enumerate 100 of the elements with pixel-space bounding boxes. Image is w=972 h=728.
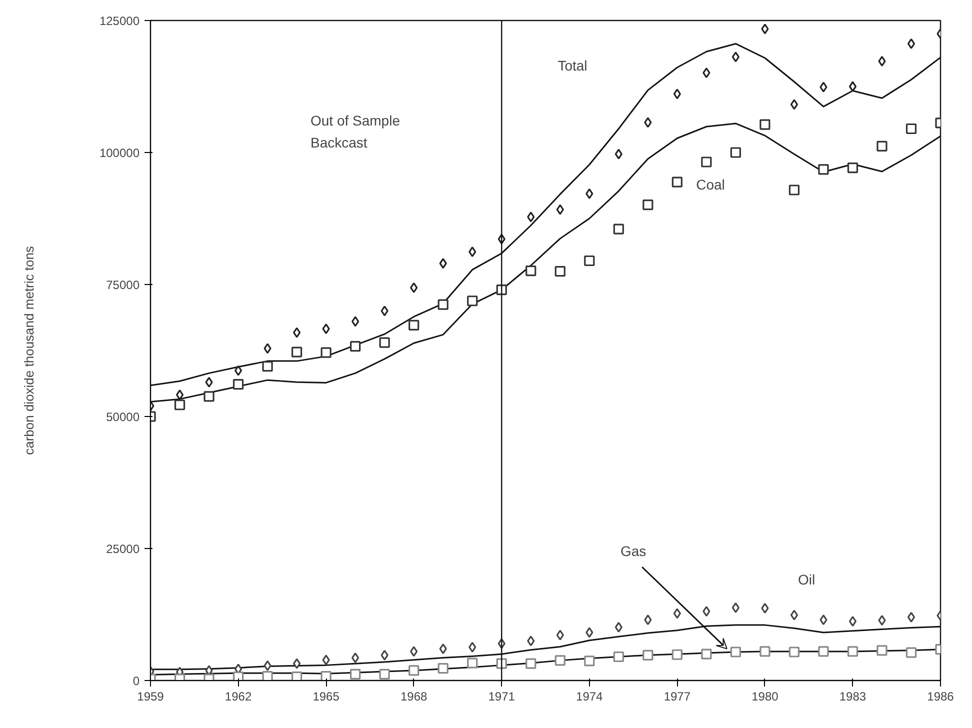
point	[788, 184, 800, 196]
point	[527, 212, 535, 222]
point	[701, 156, 712, 168]
point	[818, 646, 829, 657]
point	[205, 376, 213, 388]
point	[642, 650, 654, 660]
point	[584, 656, 595, 666]
point	[701, 648, 712, 660]
point	[790, 610, 798, 620]
point	[644, 117, 652, 128]
point	[262, 670, 273, 680]
x-tick-label: 1968	[400, 690, 428, 704]
point	[818, 164, 829, 175]
point	[788, 646, 800, 658]
x-tick-label: 1962	[224, 690, 252, 704]
annotation: Gas	[620, 543, 646, 560]
point	[232, 378, 244, 390]
point	[876, 140, 888, 152]
point	[761, 602, 769, 614]
point	[439, 258, 447, 269]
annotation: Total	[558, 58, 588, 74]
point	[760, 119, 770, 130]
point	[320, 347, 332, 358]
point	[174, 400, 186, 410]
point	[291, 672, 302, 680]
point	[672, 649, 682, 660]
point	[614, 148, 622, 160]
x-tick-label: 1971	[488, 690, 516, 704]
point	[410, 282, 418, 293]
y-axis-title: carbon dioxide thousand metric tons	[21, 246, 36, 455]
point	[730, 147, 741, 158]
point	[613, 224, 624, 234]
point	[673, 608, 681, 619]
x-tick-label: 1959	[137, 690, 164, 704]
point	[262, 361, 273, 372]
point	[732, 52, 740, 62]
annotation: Out of Sample Backcast	[310, 112, 400, 150]
point	[380, 306, 388, 316]
point	[642, 199, 654, 210]
point	[673, 88, 681, 100]
point	[907, 612, 916, 622]
point	[232, 672, 244, 680]
point	[467, 296, 478, 306]
point	[730, 646, 741, 658]
point	[379, 337, 390, 348]
point	[876, 645, 888, 656]
point	[408, 665, 420, 676]
point	[438, 299, 448, 310]
point	[554, 655, 566, 666]
point	[176, 390, 184, 400]
point	[584, 255, 595, 266]
point	[467, 658, 478, 668]
point	[322, 324, 330, 334]
point	[847, 162, 858, 174]
point	[554, 266, 566, 277]
point	[790, 99, 798, 110]
point	[526, 658, 536, 669]
x-tick-label: 1974	[576, 690, 604, 704]
point	[820, 82, 828, 92]
y-tick-label: 50000	[106, 410, 140, 424]
point	[526, 265, 536, 276]
point	[672, 176, 682, 188]
point	[586, 627, 594, 638]
point	[352, 316, 360, 327]
x-tick-label: 1986	[927, 690, 954, 704]
y-tick-label: 0	[132, 674, 140, 688]
point	[292, 327, 301, 338]
point	[350, 340, 361, 352]
y-tick-label: 125000	[99, 14, 140, 28]
x-tick-label: 1983	[839, 690, 866, 704]
point	[702, 606, 710, 617]
point	[438, 663, 448, 674]
point	[906, 123, 917, 134]
point	[320, 670, 332, 680]
point	[556, 204, 564, 215]
point	[614, 622, 622, 632]
point	[527, 636, 535, 646]
point	[204, 391, 214, 402]
point	[761, 24, 769, 34]
point	[556, 630, 564, 640]
annotation: Coal	[696, 176, 725, 192]
point	[439, 644, 447, 654]
point	[410, 646, 418, 657]
x-tick-label: 1980	[752, 690, 779, 704]
point	[379, 668, 390, 680]
y-tick-label: 25000	[106, 542, 140, 556]
point	[264, 343, 272, 354]
point	[906, 647, 917, 658]
x-tick-label: 1977	[664, 690, 691, 704]
point	[848, 616, 857, 627]
point	[586, 188, 594, 199]
point	[878, 56, 886, 66]
point	[613, 651, 624, 662]
point	[292, 658, 301, 669]
point	[291, 346, 302, 358]
point	[380, 650, 388, 660]
y-tick-label: 100000	[99, 146, 140, 160]
annotation: Oil	[798, 572, 816, 588]
point	[878, 615, 886, 626]
point	[732, 602, 740, 613]
